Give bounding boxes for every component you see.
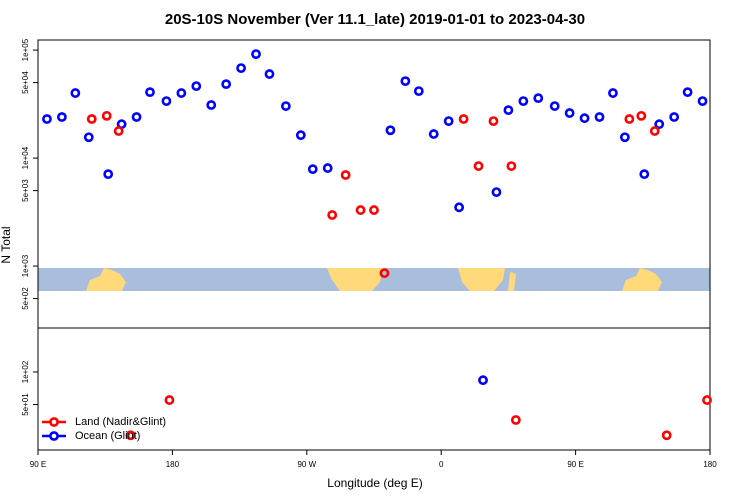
data-point	[491, 187, 502, 198]
data-point	[385, 125, 396, 136]
data-point	[369, 205, 379, 215]
data-point	[619, 132, 630, 143]
data-point	[594, 112, 605, 122]
data-point	[280, 101, 291, 111]
y-tick-label: 5e+03	[21, 179, 30, 202]
y-tick-label: 1e+02	[21, 360, 30, 383]
data-point	[206, 100, 217, 110]
data-point	[488, 116, 499, 127]
data-point	[101, 110, 112, 121]
land-shape	[458, 268, 505, 291]
x-tick-label: 90 W	[297, 460, 316, 469]
data-point	[549, 101, 560, 111]
data-point	[443, 116, 454, 127]
data-point	[669, 112, 680, 122]
y-tick-label: 1e+04	[21, 146, 30, 169]
data-point	[702, 395, 712, 405]
data-point	[131, 112, 142, 122]
data-point	[42, 114, 52, 124]
data-point	[236, 63, 246, 74]
y-tick-label: 1e+03	[21, 254, 30, 277]
data-point	[307, 164, 318, 175]
data-point	[564, 108, 575, 118]
data-point	[56, 112, 67, 122]
data-point	[145, 87, 155, 98]
y-tick-label: 5e+04	[21, 71, 30, 94]
data-point	[379, 268, 390, 279]
data-point	[113, 126, 124, 136]
data-point	[510, 415, 521, 425]
data-point	[103, 169, 114, 180]
data-point	[322, 163, 333, 173]
data-point	[473, 161, 484, 171]
data-point	[636, 110, 647, 121]
data-point	[518, 96, 529, 106]
y-tick-label: 5e+01	[21, 393, 30, 416]
data-point	[458, 114, 469, 124]
data-point	[649, 126, 660, 136]
x-tick-label: 180	[703, 460, 717, 469]
data-point	[125, 430, 136, 441]
data-point	[400, 76, 411, 87]
data-point	[264, 69, 275, 79]
data-point	[682, 87, 693, 98]
data-point	[478, 375, 488, 386]
data-point	[176, 88, 187, 98]
data-point	[413, 86, 424, 97]
legend-marker	[49, 417, 59, 427]
data-point	[191, 81, 202, 92]
data-point	[340, 170, 351, 180]
map-band	[38, 268, 710, 291]
data-point	[327, 210, 338, 220]
data-point	[454, 202, 465, 213]
x-tick-label: 90 E	[567, 460, 583, 469]
data-point	[164, 395, 175, 405]
data-point	[533, 93, 544, 104]
data-point	[161, 96, 172, 106]
data-point	[428, 129, 439, 139]
data-point	[608, 88, 618, 98]
y-tick-label: 5e+02	[21, 287, 30, 310]
x-axis-label: Longitude (deg E)	[327, 476, 422, 490]
data-point	[295, 130, 306, 141]
legend-label: Ocean (Glint)	[75, 430, 140, 442]
land-shape	[508, 272, 516, 291]
data-point	[579, 113, 590, 124]
data-point	[624, 114, 635, 124]
legend: Land (Nadir&Glint) Ocean (Glint)	[42, 416, 166, 442]
data-point	[654, 119, 665, 130]
x-tick-label: 90 E	[30, 460, 46, 469]
data-point	[83, 132, 94, 143]
legend-marker	[49, 431, 59, 441]
x-tick-label: 180	[166, 460, 180, 469]
data-point	[697, 96, 708, 106]
data-point	[221, 79, 232, 90]
y-axis-label: N Total	[0, 226, 13, 263]
legend-label: Land (Nadir&Glint)	[75, 416, 166, 428]
data-point	[355, 205, 366, 215]
land-shape	[86, 268, 126, 291]
data-point	[251, 49, 261, 60]
data-point	[639, 169, 650, 180]
data-point	[503, 105, 514, 116]
data-point	[70, 88, 81, 98]
x-tick-label: 0	[439, 460, 444, 469]
land-shape	[327, 268, 383, 291]
chart-title: 20S-10S November (Ver 11.1_late) 2019-01…	[165, 11, 585, 28]
data-point	[86, 114, 97, 124]
y-tick-label: 1e+05	[21, 38, 30, 61]
data-point	[661, 430, 672, 441]
lower-frame	[37, 327, 711, 451]
land-shape	[622, 268, 662, 291]
data-point	[506, 161, 517, 171]
